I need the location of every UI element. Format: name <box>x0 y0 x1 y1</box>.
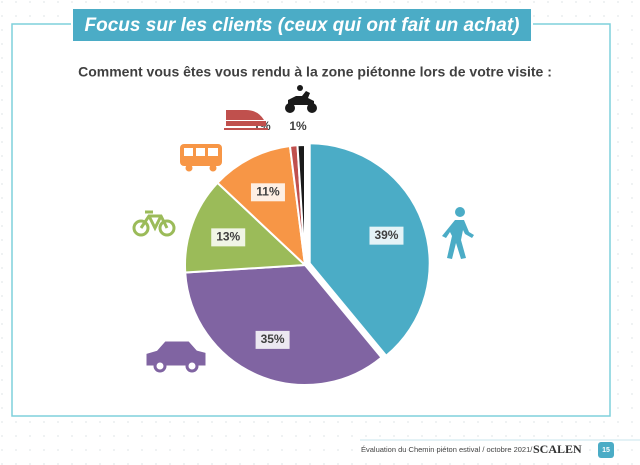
pie-slice <box>216 144 307 268</box>
footer-brand: SCALEN <box>533 442 582 456</box>
pie: 39%35%13%11%1% 1% <box>184 119 431 386</box>
title-banner <box>71 7 533 43</box>
pie-slice <box>184 181 308 274</box>
value-label: 11% <box>256 184 280 198</box>
value-label: 1% <box>289 119 307 133</box>
pie-slice <box>184 263 383 386</box>
pie-slice <box>308 142 431 358</box>
pie-slice <box>296 143 306 266</box>
icon-car <box>146 341 206 373</box>
value-label-box <box>369 226 404 245</box>
icon-walk <box>442 207 474 259</box>
value-label-box <box>250 183 285 202</box>
value-label-box <box>211 228 246 247</box>
chart-title: Comment vous êtes vous rendu à la zone p… <box>78 64 552 80</box>
value-label: 39% <box>374 228 398 242</box>
page-number: 15 <box>602 447 610 454</box>
icon-train <box>224 110 268 130</box>
icon-bike <box>132 210 176 237</box>
title: Focus sur les clients (ceux qui ont fait… <box>85 15 520 36</box>
value-label-box <box>255 330 290 349</box>
icon-bus <box>180 144 222 172</box>
page-badge <box>598 442 614 458</box>
value-label: 13% <box>216 230 240 244</box>
footer-text: Évaluation du Chemin piéton estival / oc… <box>361 445 533 454</box>
icon-quad <box>285 85 317 113</box>
value-label: 35% <box>261 332 285 346</box>
